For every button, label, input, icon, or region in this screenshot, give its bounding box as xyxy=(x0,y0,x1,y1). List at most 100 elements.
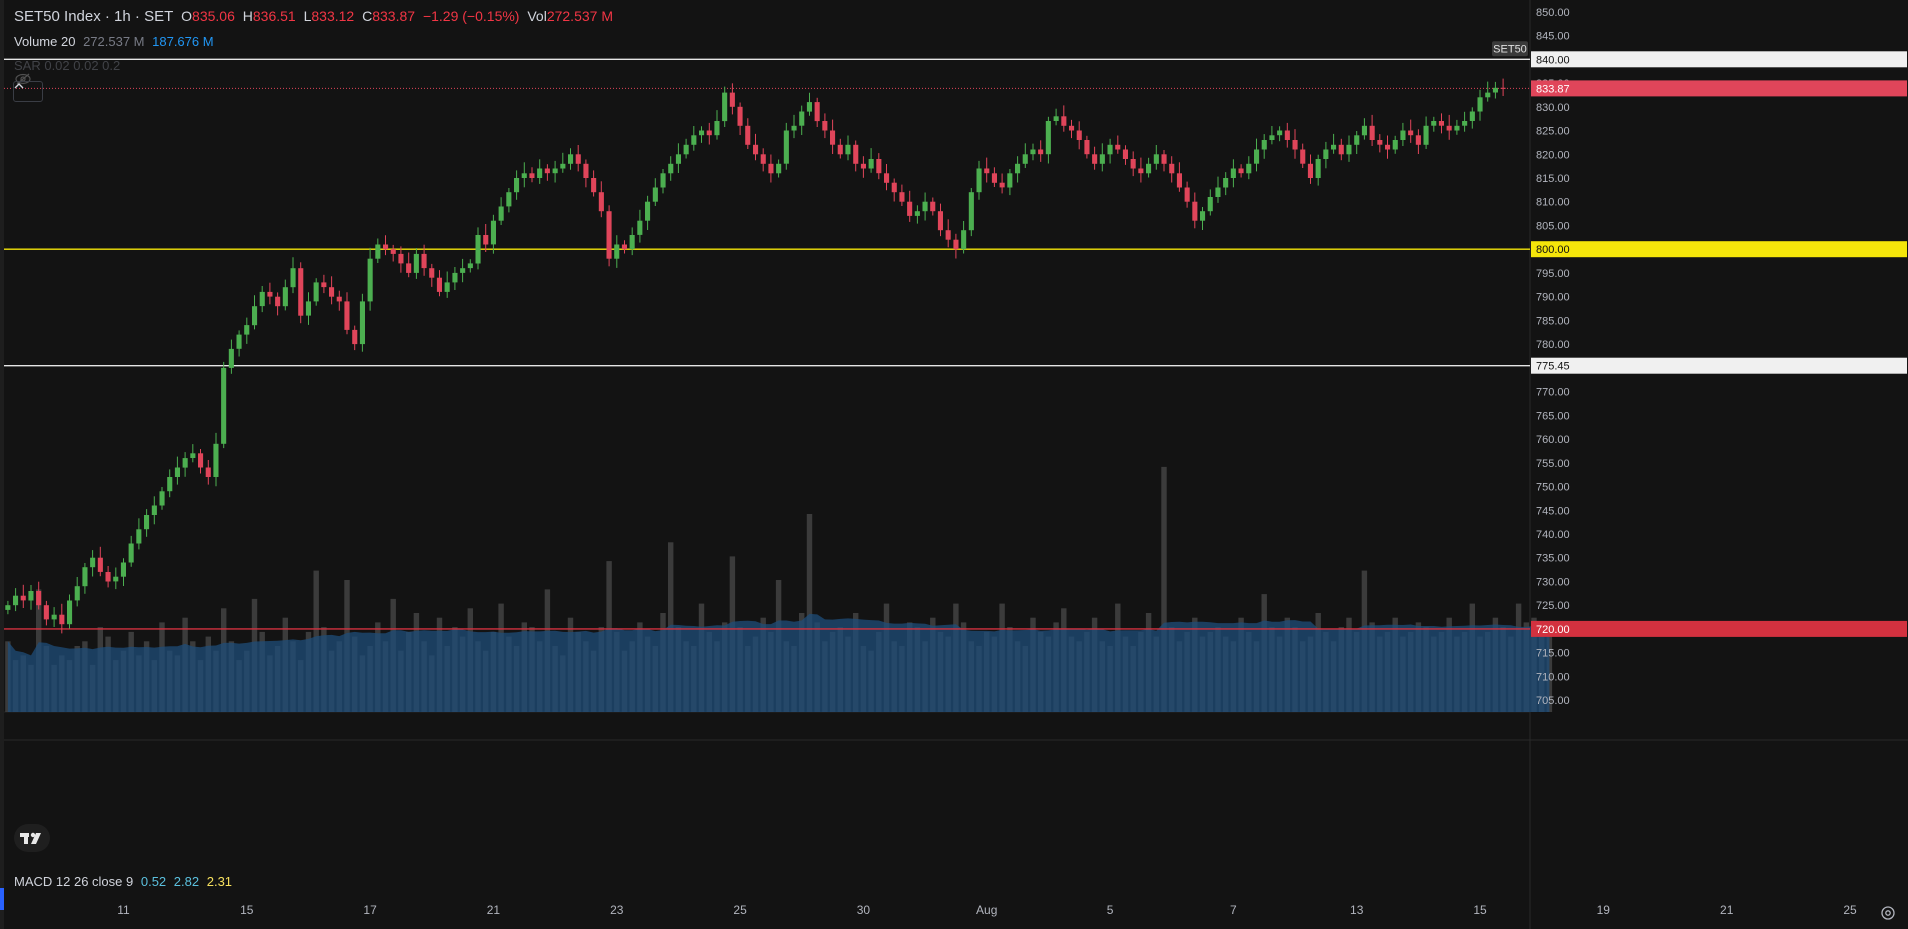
gear-icon[interactable] xyxy=(1878,903,1898,923)
price-tick-label: 785.00 xyxy=(1536,315,1570,327)
change-value: −1.29 (−0.15%) xyxy=(422,8,520,24)
price-line-label[interactable]: 720.00 xyxy=(1531,620,1907,637)
candle xyxy=(914,205,920,224)
candle xyxy=(891,178,897,202)
candle xyxy=(244,317,250,344)
candle xyxy=(1454,119,1460,135)
candle xyxy=(490,214,496,254)
svg-text:800.00: 800.00 xyxy=(1536,244,1570,256)
candle xyxy=(544,164,550,181)
candle xyxy=(621,240,627,254)
candle xyxy=(637,209,643,243)
candle xyxy=(1153,145,1159,170)
candle xyxy=(13,588,19,612)
volume-bar xyxy=(1161,466,1167,712)
candle xyxy=(1238,164,1244,178)
candle xyxy=(1107,138,1113,164)
candle xyxy=(675,143,681,173)
last-price-label: 833.87 xyxy=(1531,80,1907,97)
collapse-legend-button[interactable] xyxy=(13,81,43,102)
symbol-title[interactable]: SET50 Index · 1h · SET xyxy=(14,8,174,25)
candle xyxy=(182,452,188,477)
candle xyxy=(1038,140,1044,162)
candle xyxy=(606,205,612,267)
time-tick-label: 7 xyxy=(1230,903,1237,917)
price-tick-label: 825.00 xyxy=(1536,126,1570,138)
candle xyxy=(359,293,365,352)
candle xyxy=(714,110,720,140)
sar-indicator-legend[interactable]: SAR 0.02 0.02 0.2 xyxy=(14,58,124,100)
candle xyxy=(1354,131,1360,154)
candle xyxy=(321,274,327,294)
candle xyxy=(375,238,381,263)
tradingview-logo-icon[interactable] xyxy=(14,824,50,852)
candle xyxy=(460,258,466,283)
vol-label: Vol xyxy=(527,8,547,24)
candle xyxy=(1045,116,1051,164)
candle xyxy=(1076,121,1082,150)
candle xyxy=(1300,143,1306,168)
candle xyxy=(699,126,705,143)
candle xyxy=(352,325,358,351)
macd-indicator-legend[interactable]: MACD 12 26 close 9 0.52 2.82 2.31 xyxy=(14,874,236,889)
price-tick-label: 725.00 xyxy=(1536,600,1570,612)
close-value: 833.87 xyxy=(372,8,416,24)
price-line-label[interactable]: 840.00 xyxy=(1531,51,1907,68)
eye-off-icon[interactable] xyxy=(14,73,124,85)
candle xyxy=(167,469,173,498)
candle xyxy=(1446,114,1452,140)
candle xyxy=(36,581,42,610)
candle xyxy=(953,233,959,259)
candle xyxy=(305,292,311,325)
candle xyxy=(1022,143,1028,168)
volume-indicator-legend[interactable]: Volume 20 272.537 M 187.676 M xyxy=(14,34,218,49)
candle xyxy=(660,169,666,194)
close-label: C xyxy=(362,8,373,24)
candle xyxy=(51,607,57,627)
price-tick-label: 705.00 xyxy=(1536,695,1570,707)
candle xyxy=(1408,119,1414,143)
candle xyxy=(814,97,820,127)
candle xyxy=(984,157,990,183)
volume-indicator-value2: 187.676 M xyxy=(152,34,214,49)
price-tick-label: 750.00 xyxy=(1536,482,1570,494)
candle xyxy=(144,509,150,537)
candle xyxy=(475,227,481,270)
sar-indicator-label: SAR 0.02 0.02 0.2 xyxy=(14,58,121,73)
macd-indicator-label: MACD 12 26 close 9 xyxy=(14,874,134,889)
time-tick-label: 15 xyxy=(1473,903,1487,917)
candle xyxy=(598,181,604,218)
price-line-label[interactable]: 800.00 xyxy=(1531,241,1907,258)
candle xyxy=(1346,135,1352,162)
candle xyxy=(1015,156,1021,183)
candle xyxy=(1431,116,1437,132)
candle xyxy=(20,584,26,608)
candle xyxy=(252,295,258,330)
candle xyxy=(722,86,728,127)
price-tick-label: 795.00 xyxy=(1536,268,1570,280)
candle xyxy=(74,577,80,607)
candle xyxy=(1261,134,1267,159)
candle xyxy=(783,122,789,170)
chevron-up-icon xyxy=(14,82,42,89)
time-tick-label: 25 xyxy=(1843,903,1857,917)
price-line-label[interactable]: 775.45 xyxy=(1531,357,1907,374)
candle xyxy=(282,279,288,311)
time-tick-label: 11 xyxy=(117,903,130,917)
high-label: H xyxy=(242,8,253,24)
candle xyxy=(568,148,574,170)
candle xyxy=(1069,119,1075,139)
price-tick-label: 765.00 xyxy=(1536,410,1570,422)
candle xyxy=(1369,114,1375,146)
candle xyxy=(691,126,697,151)
volume-bar xyxy=(806,514,813,712)
candle xyxy=(190,444,196,463)
candle xyxy=(1284,122,1290,148)
candle xyxy=(1392,135,1398,154)
candle xyxy=(1246,156,1252,180)
candle xyxy=(683,138,689,159)
vol-value: 272.537 M xyxy=(546,8,613,24)
price-tick-label: 735.00 xyxy=(1536,553,1570,565)
